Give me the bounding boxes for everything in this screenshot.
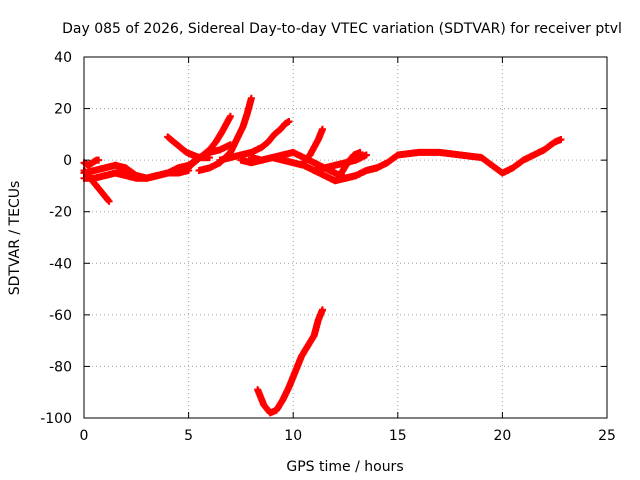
x-tick-label: 5: [184, 428, 193, 444]
axis-ticks: 0 5 10 15 20 25 -100 -80 -60 -40 -20 0 20 40: [40, 50, 616, 444]
y-tick-label: -100: [40, 411, 72, 427]
data-series-13: [337, 148, 364, 177]
chart-title: Day 085 of 2026, Sidereal Day-to-day VTE…: [62, 21, 622, 37]
data-series-8: [216, 117, 293, 164]
data-point: [318, 125, 326, 133]
data-point: [95, 156, 103, 164]
data-series-10: [247, 151, 402, 185]
data-point: [318, 306, 326, 314]
x-tick-label: 15: [389, 428, 407, 444]
x-tick-label: 10: [284, 428, 302, 444]
x-axis-label: GPS time / hours: [286, 459, 403, 475]
data-point: [362, 151, 370, 159]
data-series: [80, 94, 565, 417]
y-tick-label: 20: [54, 102, 72, 118]
grid-lines: [84, 57, 607, 418]
data-series-11: [300, 125, 326, 167]
y-axis-label: SDTVAR / TECUs: [7, 181, 23, 296]
data-point: [285, 117, 293, 125]
data-point: [356, 148, 364, 156]
y-tick-label: -60: [49, 308, 72, 324]
data-point: [557, 136, 565, 144]
data-series-7: [195, 94, 255, 174]
x-tick-label: 0: [80, 428, 89, 444]
data-point: [226, 112, 234, 120]
data-point: [247, 94, 255, 102]
data-series-15: [254, 306, 326, 417]
data-series-12: [310, 151, 370, 174]
plot-frame: [83, 56, 608, 419]
x-tick-label: 20: [493, 428, 511, 444]
data-series-14: [394, 136, 565, 177]
x-tick-label: 25: [598, 428, 616, 444]
y-tick-label: -40: [49, 256, 72, 272]
y-tick-label: 40: [54, 50, 72, 66]
y-tick-label: -20: [49, 205, 72, 221]
data-point: [206, 154, 214, 162]
y-tick-label: 0: [63, 153, 72, 169]
y-tick-label: -80: [49, 359, 72, 375]
data-point: [105, 197, 113, 205]
data-series-6: [174, 112, 234, 177]
